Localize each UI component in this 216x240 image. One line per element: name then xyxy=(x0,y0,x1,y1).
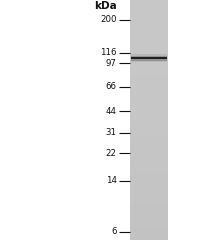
Text: kDa: kDa xyxy=(94,1,117,11)
Text: 200: 200 xyxy=(100,15,117,24)
Text: 31: 31 xyxy=(106,128,117,137)
Text: 22: 22 xyxy=(106,149,117,158)
Text: 97: 97 xyxy=(106,59,117,68)
Text: 6: 6 xyxy=(111,228,117,236)
Text: 116: 116 xyxy=(100,48,117,57)
Text: 44: 44 xyxy=(106,107,117,116)
Text: 14: 14 xyxy=(106,176,117,185)
Text: 66: 66 xyxy=(106,82,117,91)
